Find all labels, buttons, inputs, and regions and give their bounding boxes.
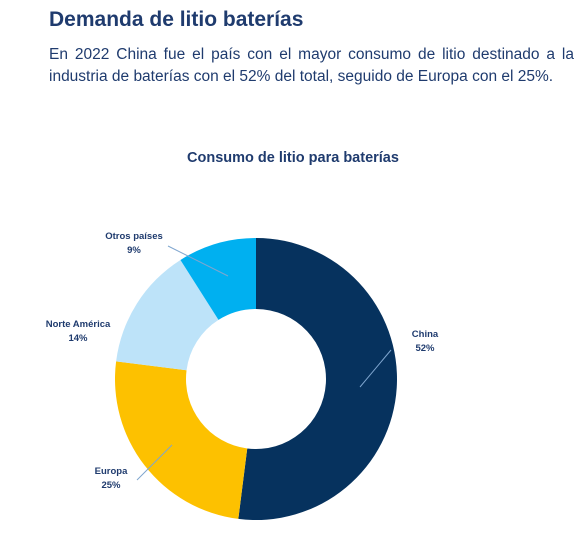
- leader-line-china: [359, 349, 392, 388]
- leader-line-europa: [136, 444, 173, 481]
- slice-labels: China 52% Europa 25% Norte América 14% Otros p…: [46, 231, 439, 491]
- chart-title: Consumo de litio para baterías: [187, 150, 399, 166]
- intro-paragraph: En 2022 China fue el país con el mayor c…: [49, 46, 574, 85]
- label-norte-america-name: Norte América: [46, 319, 111, 330]
- label-otros-paises-name: Otros países: [105, 231, 163, 242]
- leader-lines: [136, 245, 392, 481]
- label-europa-name: Europa: [95, 466, 128, 477]
- label-china-value: 52%: [415, 343, 435, 354]
- page-heading: Demanda de litio baterías: [49, 8, 304, 31]
- slice-norte-america: [116, 259, 219, 371]
- label-otros-paises-value: 9%: [127, 245, 141, 256]
- slice-europa: [115, 361, 248, 519]
- donut-slices: [115, 238, 397, 520]
- slice-otros-paises: [180, 238, 256, 320]
- slice-china: [238, 238, 397, 520]
- label-china-name: China: [412, 329, 439, 340]
- label-norte-america-value: 14%: [68, 333, 88, 344]
- leader-line-otros-paises: [167, 245, 229, 277]
- label-europa-value: 25%: [101, 480, 121, 491]
